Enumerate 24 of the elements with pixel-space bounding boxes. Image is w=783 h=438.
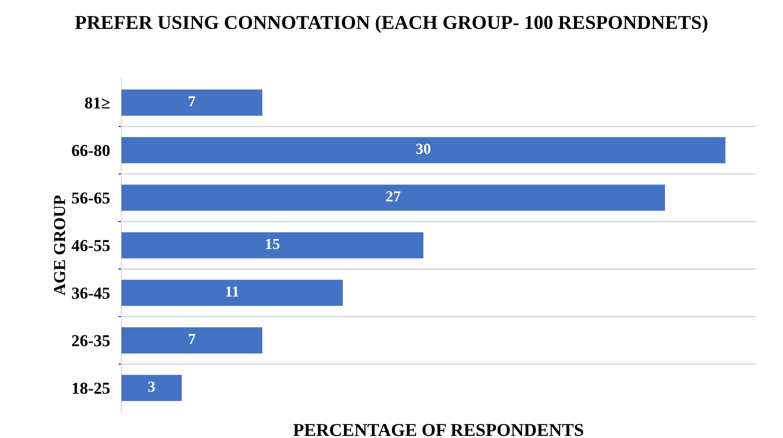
data-label: 11 [226,286,239,297]
y-tick-label: 36-45 [72,288,110,299]
bar [121,184,665,211]
bar [121,327,262,354]
bar [121,232,424,258]
y-tick-label: 66-80 [72,144,110,156]
data-label: 7 [188,334,196,344]
y-tick-label: 26-35 [72,335,110,346]
data-label: 7 [188,96,196,106]
data-label: 3 [148,382,155,392]
y-tick-label: 46-55 [72,240,110,252]
data-label: 30 [416,144,430,154]
bar [121,280,343,306]
x-axis-title: PERCENTAGE OF RESPONDENTS [293,424,584,436]
bar [121,90,262,116]
bar [121,137,726,164]
y-tick-label: 56-65 [72,192,110,204]
chart-title: PREFER USING CONNOTATION (EACH GROUP- 100 RESPONDNETS) [75,15,708,33]
y-tick-label: 18-25 [72,382,110,394]
data-label: 27 [386,191,400,202]
bar [121,374,182,402]
y-axis-title: AGE GROUP [54,196,66,296]
data-label: 15 [266,238,280,250]
y-tick-label: 81≥ [84,97,110,109]
